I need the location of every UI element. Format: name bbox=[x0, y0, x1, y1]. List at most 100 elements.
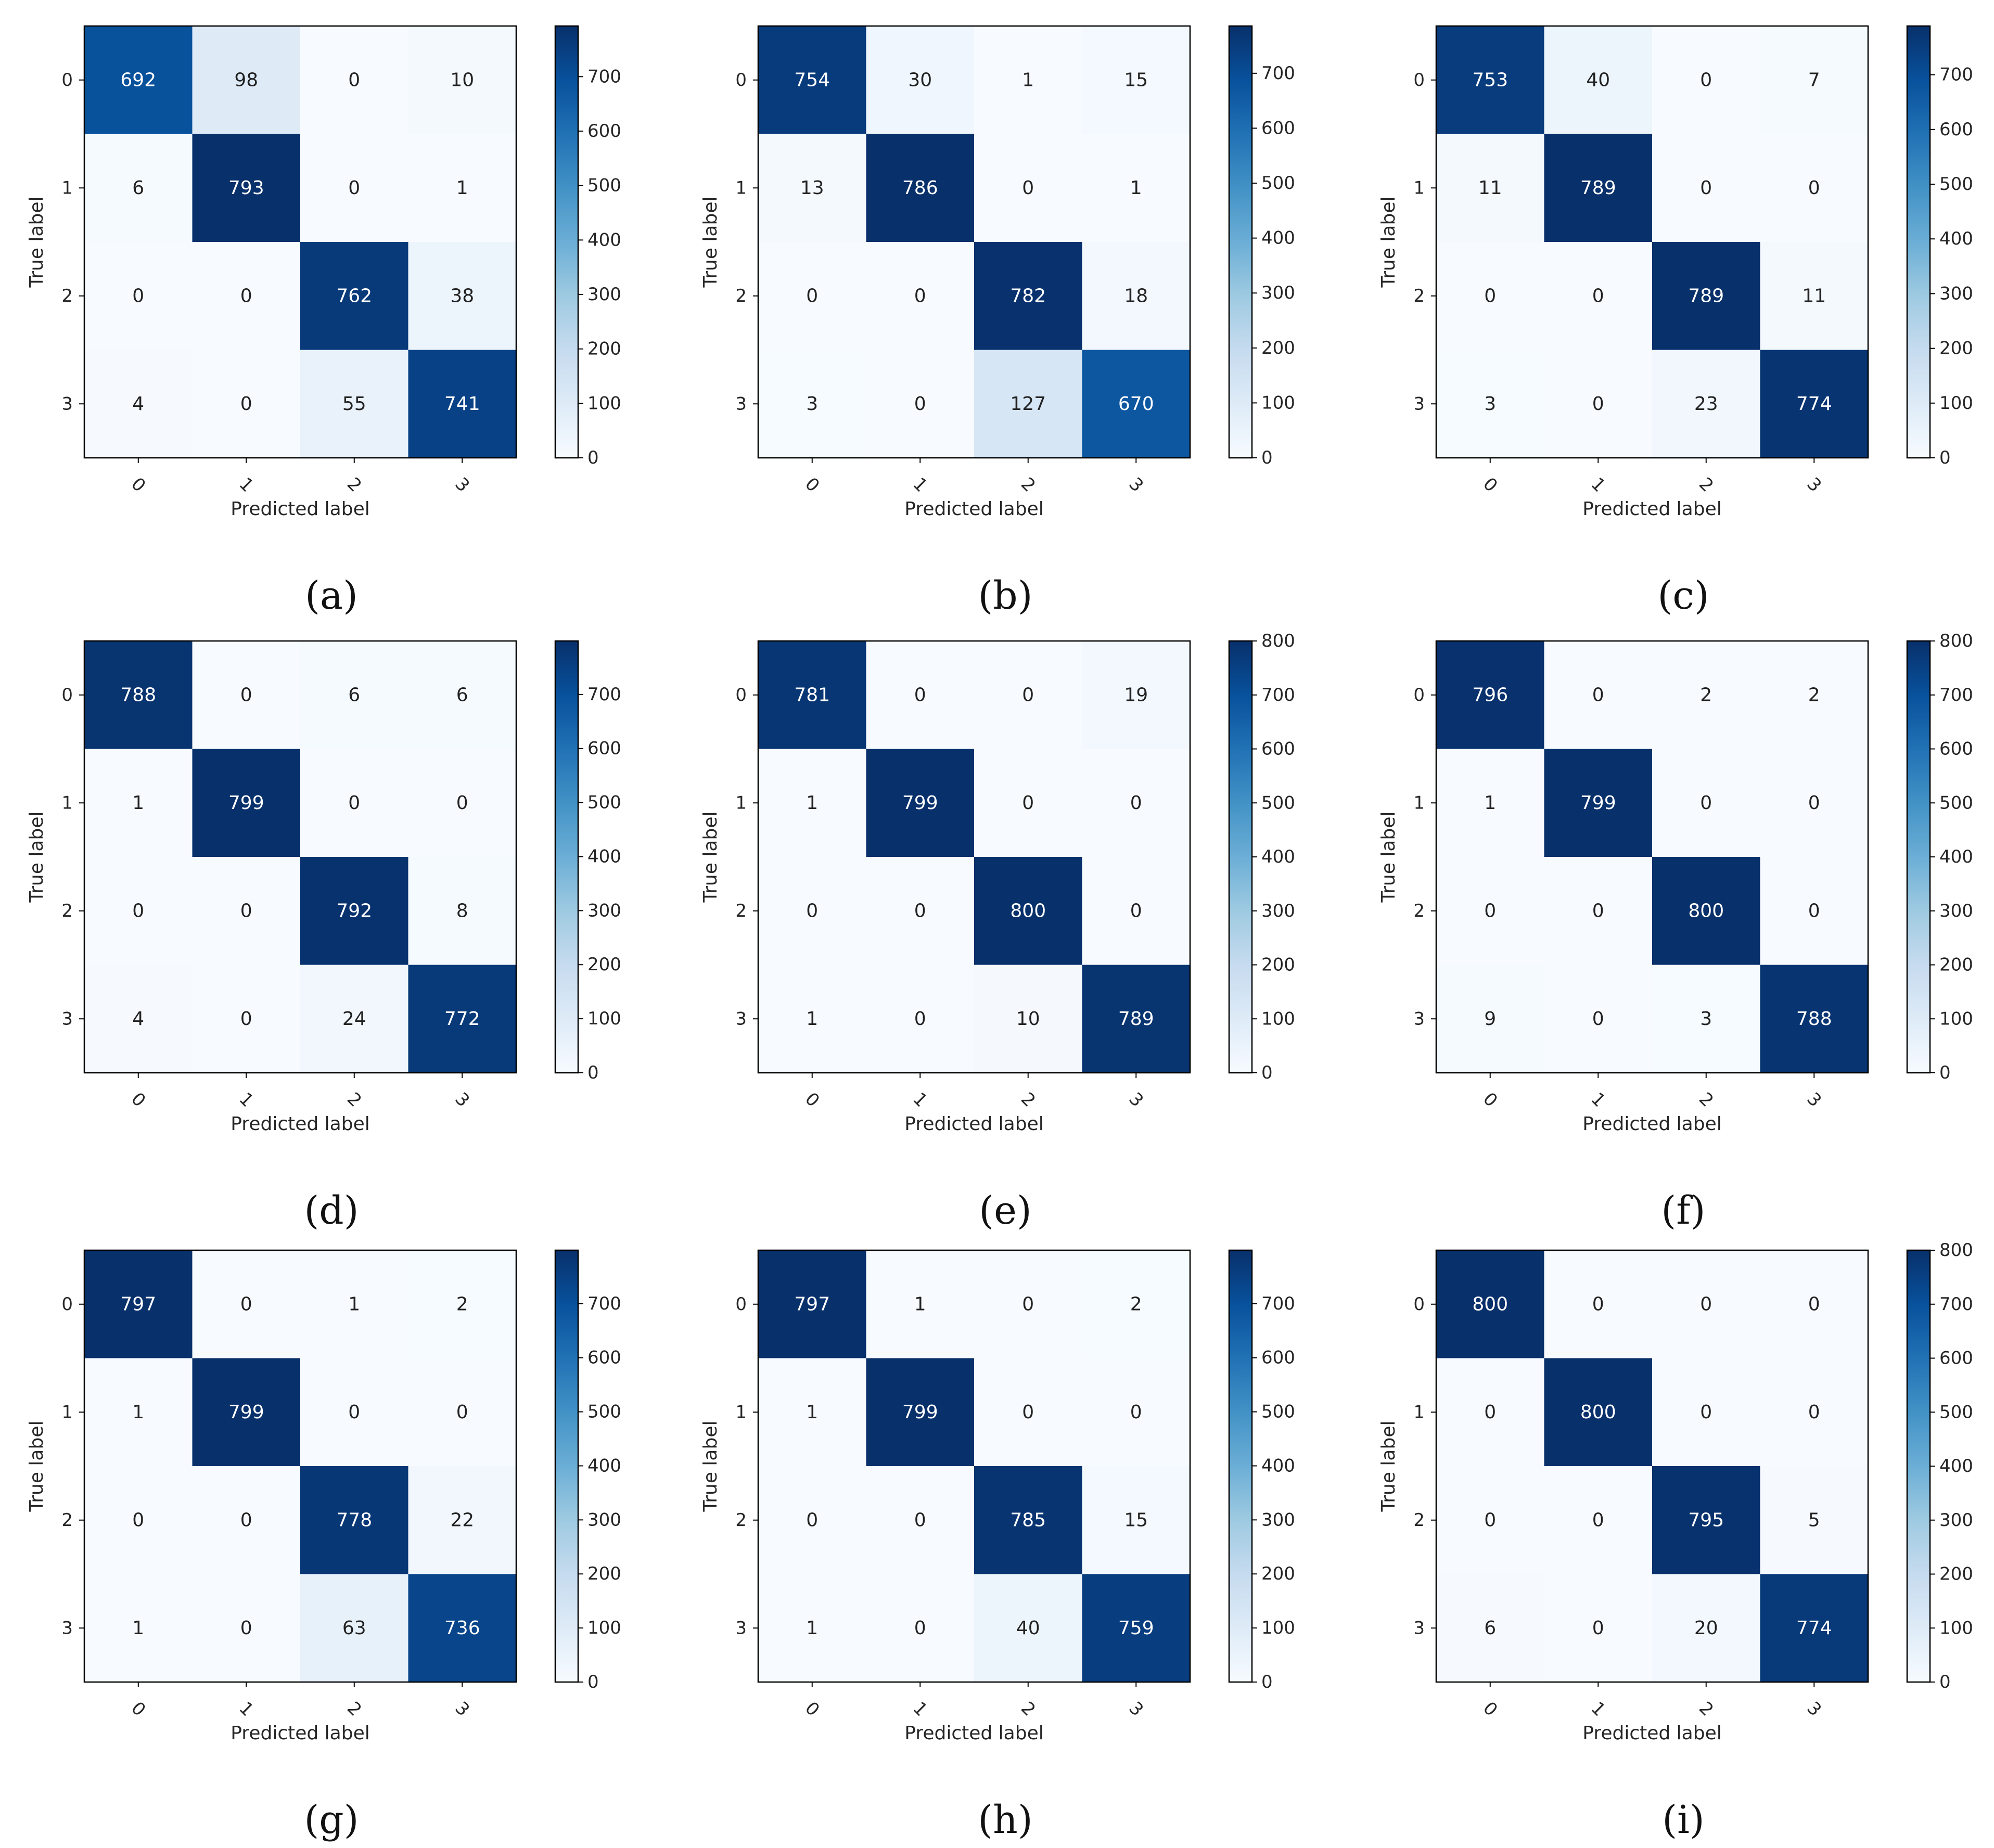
y-tick-label: 2 bbox=[1413, 286, 1425, 306]
cell-value-label: 3 bbox=[1700, 1008, 1712, 1030]
y-tick-label: 2 bbox=[735, 1510, 747, 1531]
panel-caption: (e) bbox=[979, 1188, 1032, 1233]
y-tick-label: 2 bbox=[61, 286, 73, 306]
matrix-cell bbox=[866, 641, 974, 749]
colorbar-tick-label: 0 bbox=[1939, 1672, 1951, 1692]
matrix-cell bbox=[866, 749, 974, 857]
cell-value-label: 782 bbox=[1010, 285, 1046, 306]
matrix-cell bbox=[974, 134, 1082, 242]
colorbar-tick-label: 400 bbox=[1261, 846, 1295, 867]
colorbar-tick-label: 700 bbox=[1261, 63, 1295, 84]
cell-value-label: 7 bbox=[1808, 69, 1820, 91]
cell-value-label: 0 bbox=[1592, 1509, 1604, 1531]
matrix-cell bbox=[84, 134, 193, 242]
confusion-matrix-panel-f: 796 0 2 2 1 799 0 0 0 0 800 0 9 0 3 788 0 1 2 3 0 1 2 3 Predicte… bbox=[1378, 631, 1973, 1233]
matrix-cell bbox=[192, 857, 300, 965]
colorbar-tick-label: 300 bbox=[1261, 901, 1295, 921]
colorbar-tick-label: 100 bbox=[1261, 392, 1295, 413]
x-axis-label: Predicted label bbox=[904, 1113, 1044, 1135]
colorbar-tick-label: 600 bbox=[587, 1348, 621, 1368]
colorbar-tick-label: 100 bbox=[1939, 1618, 1973, 1638]
x-axis-label: Predicted label bbox=[1582, 498, 1722, 520]
matrix-frame bbox=[83, 1249, 517, 1683]
colorbar bbox=[1228, 25, 1253, 459]
matrix-cell bbox=[974, 1250, 1082, 1358]
colorbar-tick-label: 800 bbox=[1939, 631, 1973, 651]
y-tick-label: 3 bbox=[61, 1008, 73, 1029]
cell-value-label: 0 bbox=[1130, 792, 1142, 814]
colorbar-tick-label: 200 bbox=[587, 339, 621, 360]
matrix-cell bbox=[1082, 1358, 1190, 1466]
colorbar-tick-label: 600 bbox=[1939, 119, 1973, 140]
cell-value-label: 0 bbox=[240, 1293, 252, 1315]
cell-value-label: 0 bbox=[348, 792, 360, 814]
cell-value-label: 774 bbox=[1796, 393, 1832, 415]
x-tick-label: 3 bbox=[1803, 1698, 1825, 1721]
matrix-cell bbox=[84, 1574, 193, 1682]
matrix-cell bbox=[758, 134, 866, 242]
colorbar-tick-label: 400 bbox=[1939, 228, 1973, 249]
colorbar-tick-label: 400 bbox=[1261, 228, 1295, 249]
cell-value-label: 11 bbox=[1802, 285, 1826, 306]
x-axis-label: Predicted label bbox=[1582, 1113, 1722, 1135]
cell-value-label: 1 bbox=[132, 792, 144, 814]
matrix-cell bbox=[866, 26, 974, 134]
y-tick-label: 1 bbox=[61, 792, 73, 813]
cell-value-label: 6 bbox=[348, 684, 360, 705]
matrix-cell bbox=[84, 1250, 193, 1358]
matrix-cell bbox=[1544, 965, 1652, 1073]
cell-value-label: 0 bbox=[1022, 684, 1034, 705]
x-tick-label: 1 bbox=[909, 1698, 931, 1721]
matrix-cell bbox=[408, 965, 516, 1073]
matrix-cell bbox=[408, 641, 516, 749]
panel-caption: (d) bbox=[304, 1188, 359, 1233]
matrix-cell bbox=[1652, 857, 1760, 965]
matrix-cell bbox=[408, 857, 516, 965]
x-tick-label: 2 bbox=[1017, 1698, 1040, 1721]
matrix-frame bbox=[83, 640, 517, 1074]
cell-value-label: 1 bbox=[1130, 177, 1142, 199]
cell-value-label: 1 bbox=[806, 792, 818, 814]
y-tick-label: 2 bbox=[61, 1510, 73, 1531]
cell-value-label: 0 bbox=[1808, 792, 1820, 814]
matrix-cell bbox=[1760, 1250, 1868, 1358]
matrix-cell bbox=[408, 1250, 516, 1358]
panel-caption: (i) bbox=[1662, 1798, 1704, 1842]
colorbar-tick-label: 300 bbox=[1939, 283, 1973, 304]
colorbar-tick-label: 800 bbox=[1261, 631, 1295, 651]
matrix-cell bbox=[1544, 1250, 1652, 1358]
cell-value-label: 800 bbox=[1580, 1402, 1616, 1423]
y-axis-label: True label bbox=[700, 197, 721, 288]
colorbar-tick-label: 100 bbox=[587, 1618, 621, 1638]
matrix-cell bbox=[84, 1466, 193, 1574]
matrix-cell bbox=[1760, 641, 1868, 749]
cell-value-label: 795 bbox=[1688, 1509, 1724, 1531]
matrix-cell bbox=[1544, 242, 1652, 350]
colorbar bbox=[1228, 640, 1253, 1074]
cell-value-label: 0 bbox=[348, 69, 360, 91]
cell-value-label: 0 bbox=[1022, 792, 1034, 814]
matrix-frame bbox=[83, 25, 517, 459]
y-tick-label: 3 bbox=[1413, 1008, 1425, 1029]
matrix-frame bbox=[1435, 1249, 1869, 1683]
cell-value-label: 20 bbox=[1694, 1618, 1718, 1639]
cell-value-label: 15 bbox=[1124, 69, 1148, 91]
colorbar-tick-label: 700 bbox=[1261, 685, 1295, 705]
y-tick-label: 1 bbox=[1413, 177, 1425, 198]
cell-value-label: 0 bbox=[806, 1509, 818, 1531]
matrix-cell bbox=[1652, 1574, 1760, 1682]
cell-value-label: 23 bbox=[1694, 393, 1718, 415]
cell-value-label: 0 bbox=[1808, 900, 1820, 921]
cell-value-label: 0 bbox=[240, 1008, 252, 1030]
matrix-cell bbox=[974, 641, 1082, 749]
colorbar-tick-label: 0 bbox=[587, 1062, 599, 1083]
colorbar-tick-label: 700 bbox=[1939, 685, 1973, 705]
matrix-cell bbox=[192, 26, 300, 134]
matrix-cell bbox=[866, 1358, 974, 1466]
colorbar-tick-label: 400 bbox=[587, 229, 621, 250]
y-axis-label: True label bbox=[26, 1421, 47, 1512]
matrix-cell bbox=[300, 350, 408, 458]
cell-value-label: 0 bbox=[132, 285, 144, 306]
cell-value-label: 800 bbox=[1688, 900, 1724, 921]
